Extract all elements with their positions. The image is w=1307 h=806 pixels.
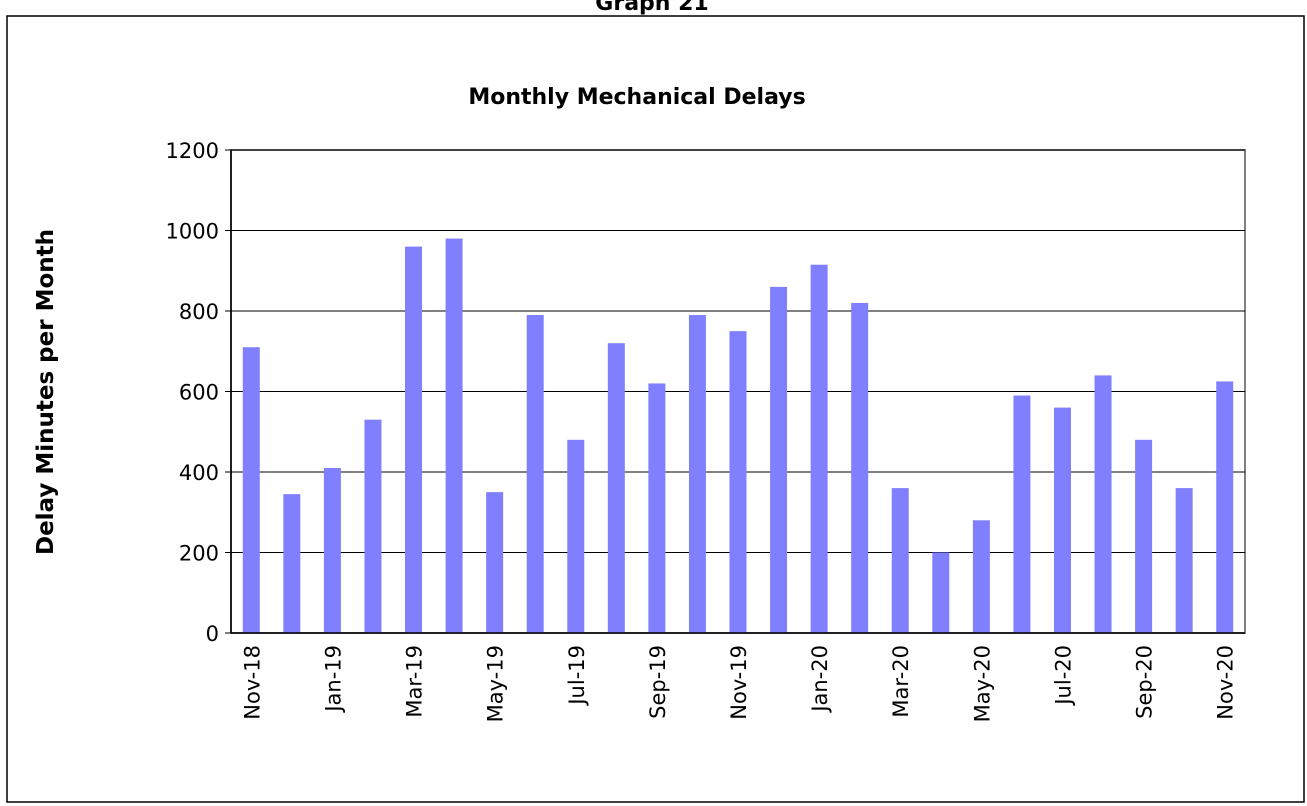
bar xyxy=(323,467,341,633)
x-tick-label: Jul-20 xyxy=(1051,645,1075,707)
x-tick-label: Nov-20 xyxy=(1214,645,1238,720)
y-tick-label: 1200 xyxy=(166,139,219,163)
bar xyxy=(648,383,666,633)
header-bg xyxy=(582,0,722,14)
bar xyxy=(1053,407,1071,633)
x-tick-label: Sep-19 xyxy=(646,645,670,719)
bar xyxy=(1216,381,1234,633)
x-tick-label: May-20 xyxy=(970,645,994,722)
chart-title: Monthly Mechanical Delays xyxy=(468,85,805,110)
bar xyxy=(607,343,625,633)
bar xyxy=(1094,375,1112,633)
bar xyxy=(729,331,747,633)
bar xyxy=(526,315,544,633)
bar xyxy=(891,488,909,633)
x-tick-label: Jan-20 xyxy=(808,645,832,714)
bar xyxy=(445,238,463,634)
bar xyxy=(1013,395,1031,633)
bar xyxy=(1135,439,1153,633)
x-tick-label: Mar-19 xyxy=(403,645,427,718)
bar xyxy=(851,302,869,633)
bar xyxy=(567,439,585,633)
y-tick-label: 200 xyxy=(179,542,219,566)
bar xyxy=(932,552,950,633)
bar xyxy=(486,492,504,633)
bar xyxy=(364,419,382,633)
y-tick-label: 0 xyxy=(206,622,219,646)
x-tick-label: May-19 xyxy=(484,645,508,722)
y-tick-label: 400 xyxy=(179,461,219,485)
y-tick-label: 800 xyxy=(179,300,219,324)
bar xyxy=(688,315,706,633)
bar xyxy=(810,264,828,633)
header-title: Graph 21 xyxy=(595,0,708,16)
x-tick-label: Mar-20 xyxy=(889,645,913,718)
x-tick-label: Jul-19 xyxy=(565,645,589,707)
bar xyxy=(972,520,990,633)
bar xyxy=(405,246,423,633)
x-tick-label: Nov-19 xyxy=(727,645,751,720)
x-tick-label: Sep-20 xyxy=(1133,645,1157,719)
y-tick-label: 1000 xyxy=(166,220,219,244)
y-tick-label: 600 xyxy=(179,381,219,405)
x-tick-label: Jan-19 xyxy=(321,645,345,714)
x-tick-label: Nov-18 xyxy=(240,645,264,720)
y-axis-label: Delay Minutes per Month xyxy=(33,229,59,555)
bar xyxy=(770,286,788,633)
bar xyxy=(283,494,301,633)
bar xyxy=(242,347,260,633)
bar xyxy=(1175,488,1193,633)
